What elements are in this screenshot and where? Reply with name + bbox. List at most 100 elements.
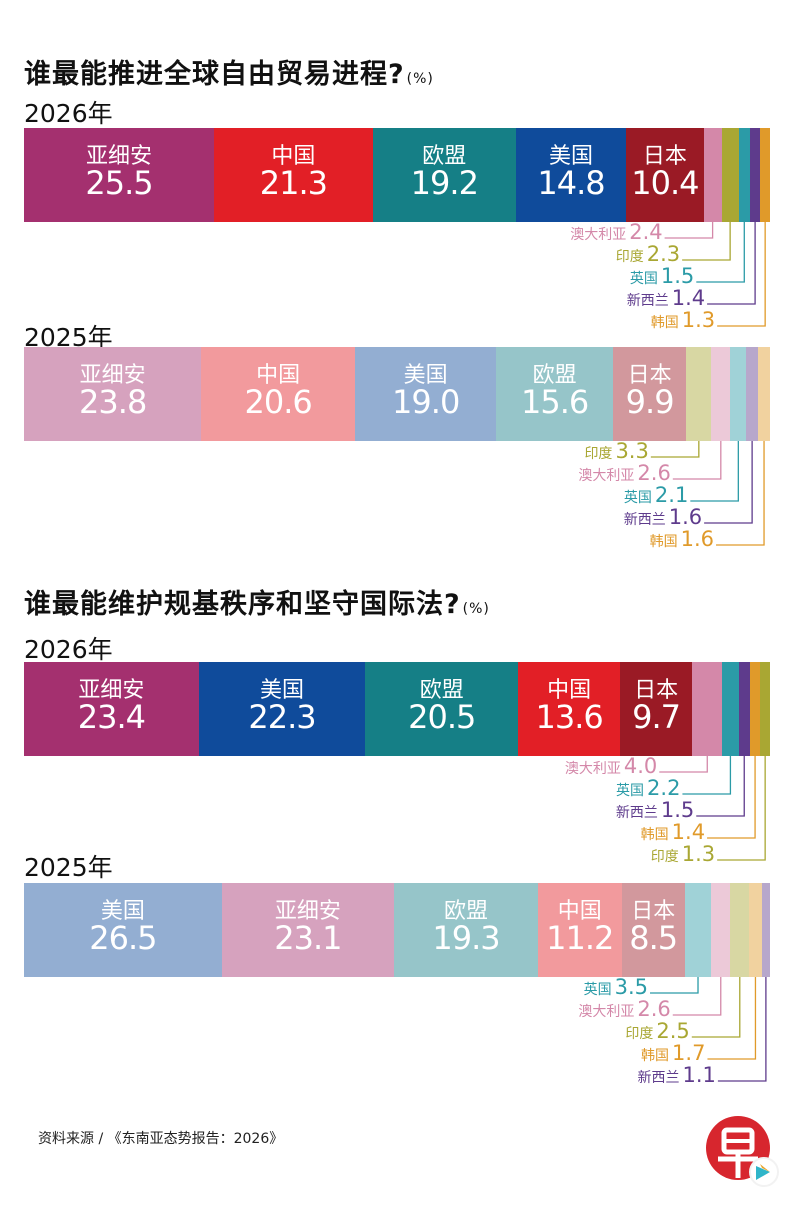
small-segment-value: 3.3 xyxy=(615,439,649,463)
segment-label: 亚细安 xyxy=(274,899,341,924)
small-segment-value: 2.4 xyxy=(629,220,663,244)
bar-segment: 亚细安 25.5 xyxy=(24,128,215,222)
chart-unit: (%) xyxy=(406,71,434,87)
chart-unit: (%) xyxy=(462,601,490,617)
segment-label: 中国 xyxy=(271,144,316,169)
segment-label: 亚细安 xyxy=(79,363,146,388)
segment-label: 欧盟 xyxy=(532,363,577,388)
small-segment-value: 1.4 xyxy=(671,286,706,310)
small-segment-value: 1.5 xyxy=(660,264,695,288)
small-segment-label: 澳大利亚 2.6 xyxy=(578,997,670,1021)
small-segment-value: 2.6 xyxy=(637,461,671,485)
small-segment-value: 2.5 xyxy=(656,1019,690,1043)
leader-line xyxy=(650,441,700,458)
year-label: 2026年 xyxy=(24,99,113,128)
bar-segment xyxy=(703,128,722,222)
bar-segment: 亚细安 23.1 xyxy=(221,883,394,977)
small-segment-value: 1.3 xyxy=(681,308,716,332)
small-segment-label: 英国 1.5 xyxy=(630,264,694,288)
segment-value: 15.6 xyxy=(520,383,589,421)
bar-segment xyxy=(749,883,762,977)
segment-label: 美国 xyxy=(100,899,145,924)
leader-line xyxy=(696,756,745,817)
leader-line xyxy=(707,222,756,305)
small-segment-value: 1.6 xyxy=(668,505,703,529)
segment-label: 亚细安 xyxy=(86,144,153,169)
small-segment-label: 澳大利亚 4.0 xyxy=(565,754,657,778)
bar-segment xyxy=(711,347,731,441)
segment-value: 9.7 xyxy=(632,698,681,736)
small-segment-label: 澳大利亚 2.4 xyxy=(570,220,662,244)
small-segment-name: 澳大利亚 xyxy=(564,761,621,777)
segment-label: 中国 xyxy=(256,363,301,388)
small-segment-name: 印度 xyxy=(625,1026,654,1042)
small-segment-value: 1.4 xyxy=(671,820,706,844)
small-segment-label: 韩国 1.6 xyxy=(650,527,714,551)
segment-value: 14.8 xyxy=(537,164,605,202)
small-segment-value: 1.7 xyxy=(672,1041,706,1065)
small-segment-value: 1.6 xyxy=(680,527,715,551)
segment-value: 19.0 xyxy=(392,383,460,421)
small-segment-name: 新西兰 xyxy=(623,512,666,528)
leader-line xyxy=(716,441,765,546)
small-segment-name: 韩国 xyxy=(641,1048,670,1064)
stacked-bar: 亚细安 23.4 美国 22.3 欧盟 20.5 中国 13.6 日本 9.7 xyxy=(24,662,770,756)
small-segment-name: 韩国 xyxy=(650,315,679,331)
bar-segment xyxy=(684,883,712,977)
small-segment-name: 印度 xyxy=(650,849,679,865)
chart-title: 谁最能维护规基秩序和坚守国际法? (%) xyxy=(24,582,490,621)
small-segment-name: 新西兰 xyxy=(626,293,669,309)
small-segment-label: 新西兰 1.4 xyxy=(627,286,705,310)
segment-label: 中国 xyxy=(557,899,602,924)
small-segment-label: 英国 2.1 xyxy=(624,483,688,507)
year-label: 2026年 xyxy=(24,635,113,664)
small-segment-name: 澳大利亚 xyxy=(578,468,635,484)
segment-label: 欧盟 xyxy=(419,678,464,703)
segment-value: 23.1 xyxy=(274,919,342,957)
small-segment-name: 澳大利亚 xyxy=(578,1004,635,1020)
leader-line xyxy=(691,977,741,1038)
bar-segment: 美国 22.3 xyxy=(198,662,366,756)
segment-label: 欧盟 xyxy=(443,899,488,924)
segment-label: 日本 xyxy=(631,899,676,924)
bar-segment xyxy=(761,883,770,977)
year-label: 2025年 xyxy=(24,853,113,882)
bar-segment: 中国 13.6 xyxy=(518,662,620,756)
bar-segment: 美国 19.0 xyxy=(354,347,497,441)
stacked-bar: 美国 26.5 亚细安 23.1 欧盟 19.3 中国 11.2 日本 8.5 xyxy=(24,883,770,977)
bar-segment: 日本 9.9 xyxy=(612,347,687,441)
chart-title-text: 谁最能维护规基秩序和坚守国际法? xyxy=(24,589,461,620)
bar-segment: 中国 21.3 xyxy=(214,128,373,222)
bar-segment xyxy=(692,662,723,756)
small-segment-value: 1.3 xyxy=(681,842,716,866)
small-segment-name: 新西兰 xyxy=(615,805,658,821)
bar-segment xyxy=(711,883,731,977)
segment-label: 亚细安 xyxy=(78,678,145,703)
small-segment-label: 韩国 1.3 xyxy=(651,308,715,332)
bar-segment: 欧盟 15.6 xyxy=(496,347,613,441)
small-segment-value: 2.2 xyxy=(647,776,681,800)
bar-segment: 欧盟 20.5 xyxy=(365,662,519,756)
segment-value: 23.4 xyxy=(77,698,146,736)
small-segment-label: 印度 3.3 xyxy=(584,439,648,463)
bar-segment: 日本 9.7 xyxy=(619,662,693,756)
small-segment-label: 印度 1.3 xyxy=(651,842,715,866)
bar-segment: 欧盟 19.2 xyxy=(372,128,516,222)
leader-line xyxy=(717,222,766,327)
leader-line xyxy=(690,441,739,502)
segment-value: 21.3 xyxy=(259,164,328,202)
stacked-bar: 亚细安 25.5 中国 21.3 欧盟 19.2 美国 14.8 日本 10.4 xyxy=(24,128,770,222)
segment-label: 日本 xyxy=(627,363,672,388)
segment-label: 日本 xyxy=(634,678,679,703)
small-segment-value: 4.0 xyxy=(623,754,658,778)
leader-line xyxy=(682,222,731,261)
segment-label: 日本 xyxy=(642,144,687,169)
bar-segment: 亚细安 23.8 xyxy=(24,347,202,441)
segment-value: 23.8 xyxy=(79,383,147,421)
segment-value: 20.6 xyxy=(244,383,312,421)
bar-segment xyxy=(760,662,770,756)
zaobao-logo-icon xyxy=(706,1116,779,1187)
small-segment-name: 英国 xyxy=(583,982,612,998)
segment-label: 中国 xyxy=(547,678,592,703)
segment-value: 25.5 xyxy=(85,164,153,202)
